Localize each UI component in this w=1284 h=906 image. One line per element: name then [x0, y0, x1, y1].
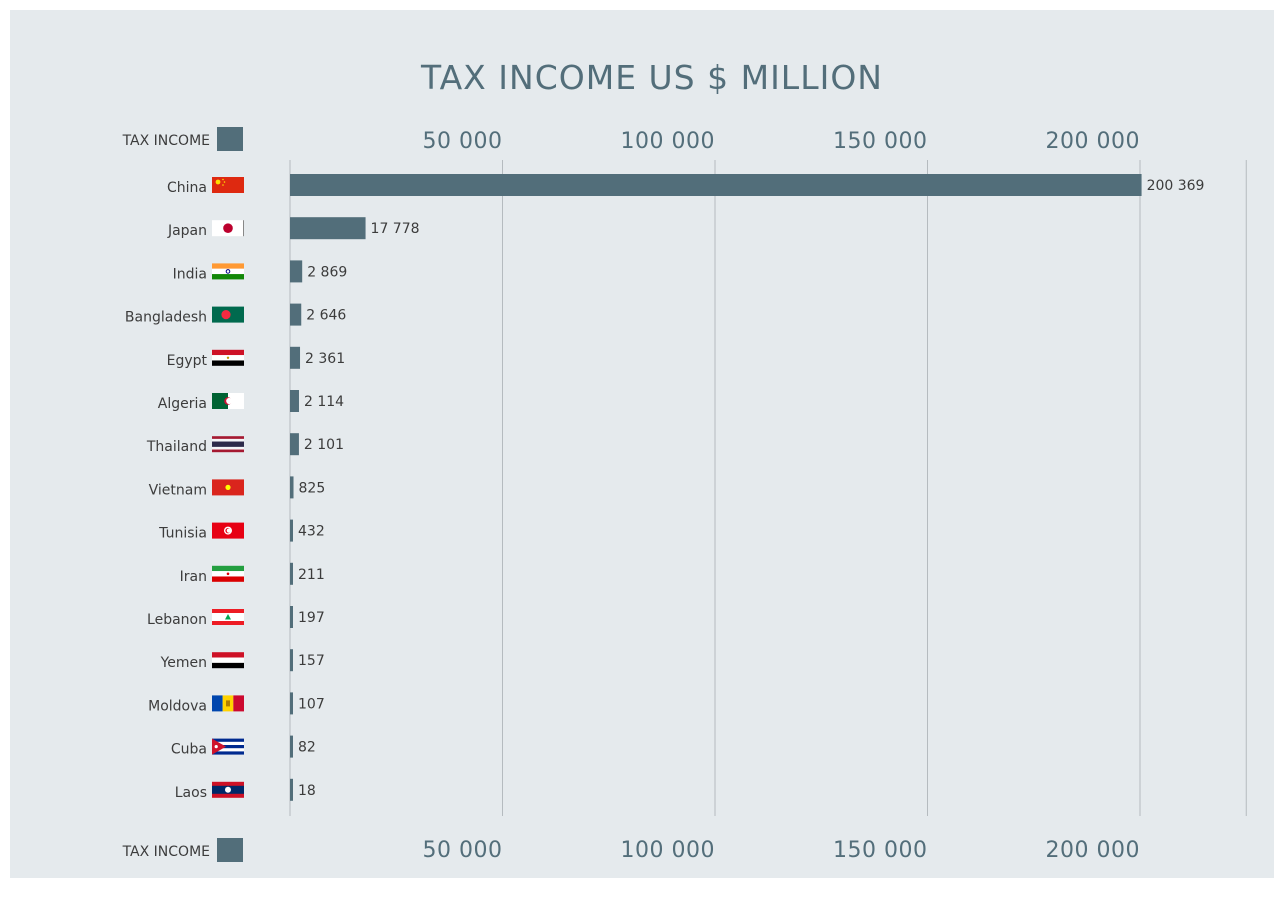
category-label: Tunisia	[158, 526, 207, 542]
category-label: Bangladesh	[125, 310, 207, 326]
bar-row: Cuba 82	[171, 735, 316, 758]
legend-swatch	[217, 838, 243, 862]
bar-row: Bangladesh 2 646	[125, 303, 346, 326]
bar-row: Yemen 157	[160, 649, 325, 672]
bangladesh-flag	[212, 306, 244, 323]
bar-row: India 2 869	[173, 260, 347, 283]
value-label: 2 114	[304, 394, 344, 410]
value-label: 2 646	[306, 308, 346, 324]
value-label: 211	[298, 567, 325, 583]
bar	[290, 519, 293, 542]
x-tick-label-bottom: 150 000	[833, 838, 927, 863]
bar	[290, 433, 299, 456]
thailand-flag	[212, 436, 244, 453]
value-label: 825	[299, 480, 326, 496]
bar	[290, 217, 366, 240]
bar	[290, 649, 293, 672]
legend-label: TAX INCOME	[122, 844, 210, 860]
gridlines	[289, 160, 1247, 816]
bar-row: Thailand 2 101	[146, 433, 344, 456]
value-label: 107	[298, 696, 325, 712]
x-axis-top: 50 000 100 000 150 000 200 000	[423, 129, 1140, 154]
bar-row: Vietnam 825	[149, 476, 326, 499]
algeria-flag	[212, 393, 244, 409]
bar-row: Egypt 2 361	[167, 346, 345, 369]
category-label: Egypt	[167, 353, 208, 369]
category-label: Thailand	[146, 439, 207, 455]
bar	[290, 692, 293, 715]
bar	[290, 476, 294, 499]
value-label: 2 101	[304, 437, 344, 453]
value-label: 18	[298, 783, 316, 799]
moldova-flag	[212, 695, 244, 712]
x-tick-label-bottom: 100 000	[621, 838, 715, 863]
category-label: Laos	[175, 785, 207, 801]
x-tick-label-bottom: 50 000	[423, 838, 503, 863]
egypt-flag	[212, 349, 244, 366]
legend-swatch	[217, 127, 243, 151]
legend-label: TAX INCOME	[122, 133, 210, 149]
bar	[290, 735, 293, 758]
category-label: Yemen	[160, 655, 207, 671]
value-label: 2 869	[307, 264, 347, 280]
bar-row: Lebanon 197	[147, 606, 325, 628]
bar-row: Laos 18	[175, 778, 316, 801]
bar-rows: China 200 369 Japan 17 778 India 2 869 Banglad…	[125, 174, 1204, 801]
iran-flag	[212, 565, 244, 582]
bar	[290, 303, 302, 326]
x-tick-label-top: 100 000	[621, 129, 715, 154]
category-label: Lebanon	[147, 612, 207, 628]
value-label: 432	[298, 524, 325, 540]
category-label: Vietnam	[149, 482, 207, 498]
value-label: 200 369	[1147, 178, 1205, 194]
category-label: Japan	[167, 223, 207, 239]
bar-row: Moldova 107	[148, 692, 325, 715]
bar-row: Iran 211	[180, 562, 325, 585]
value-label: 157	[298, 653, 325, 669]
cuba-flag	[212, 738, 244, 755]
value-label: 2 361	[305, 351, 345, 367]
x-tick-label-top: 150 000	[833, 129, 927, 154]
vietnam-flag	[212, 479, 244, 496]
x-axis-bottom: 50 000 100 000 150 000 200 000	[423, 838, 1140, 863]
laos-flag	[212, 781, 244, 798]
bar-row: Algeria 2 114	[158, 390, 344, 412]
bar	[290, 606, 293, 628]
legend: TAX INCOME TAX INCOME	[122, 127, 243, 862]
category-label: India	[173, 266, 207, 282]
category-label: Cuba	[171, 742, 207, 758]
bar-row: Japan 17 778	[167, 217, 420, 240]
bar	[290, 778, 293, 801]
china-flag	[212, 177, 244, 193]
value-label: 197	[298, 610, 325, 626]
x-tick-label-bottom: 200 000	[1046, 838, 1140, 863]
bar-row: China 200 369	[167, 174, 1204, 196]
lebanon-flag	[212, 609, 244, 625]
bar	[290, 174, 1142, 196]
x-tick-label-top: 50 000	[423, 129, 503, 154]
category-label: Moldova	[148, 698, 207, 714]
value-label: 82	[298, 740, 316, 756]
yemen-flag	[212, 652, 244, 669]
tunisia-flag	[212, 522, 244, 539]
bar-row: Tunisia 432	[158, 519, 325, 542]
category-label: Algeria	[158, 396, 207, 412]
bar	[290, 562, 293, 585]
category-label: Iran	[180, 569, 207, 585]
bar	[290, 260, 303, 283]
chart-title: TAX INCOME US $ MILLION	[421, 58, 883, 97]
japan-flag	[212, 220, 244, 237]
bar	[290, 346, 301, 369]
india-flag	[212, 263, 244, 280]
bar	[290, 390, 299, 412]
category-label: China	[167, 180, 207, 196]
x-tick-label-top: 200 000	[1046, 129, 1140, 154]
value-label: 17 778	[371, 221, 420, 237]
